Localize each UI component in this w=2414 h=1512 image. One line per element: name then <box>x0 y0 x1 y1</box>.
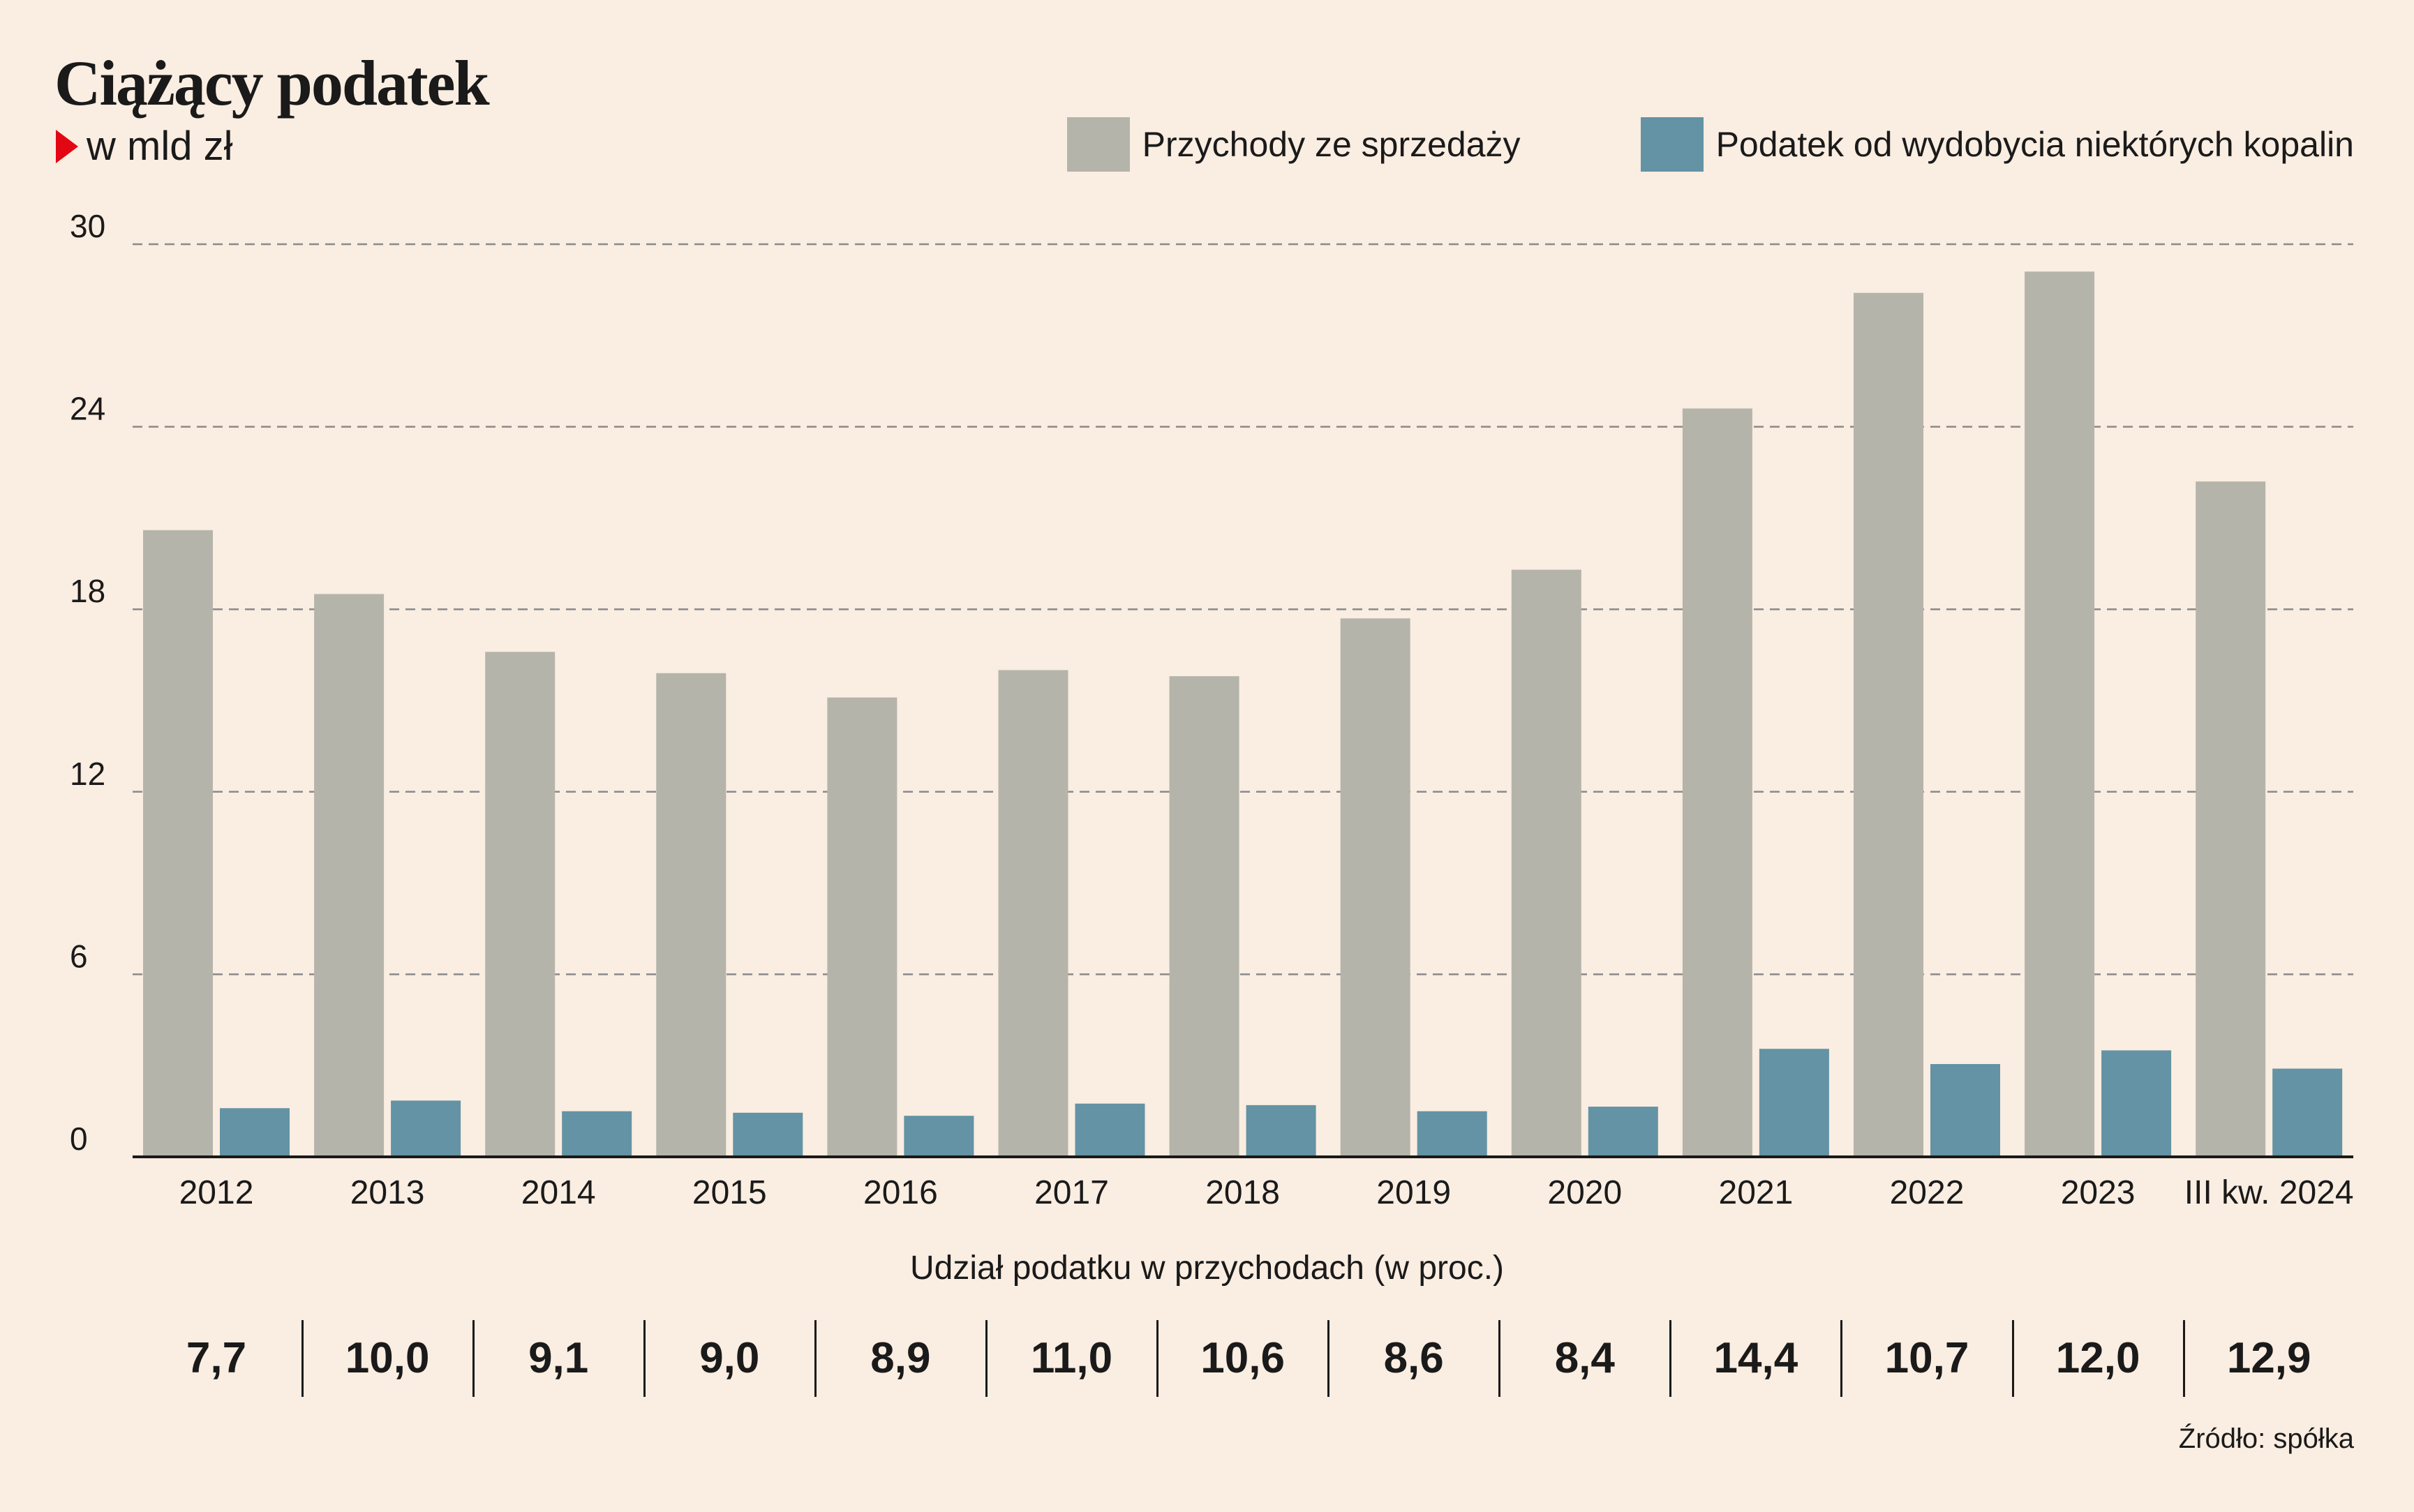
share-value: 7,7 <box>186 1334 247 1382</box>
share-value: 9,1 <box>528 1334 589 1382</box>
share-separator <box>2011 1320 2014 1397</box>
share-value: 8,4 <box>1554 1334 1615 1382</box>
legend-item-revenue: Przychody ze sprzedaży <box>1066 117 1521 172</box>
bar-tax <box>2272 1068 2343 1157</box>
x-tick-label: 2014 <box>521 1174 596 1211</box>
share-separator <box>1669 1320 1672 1397</box>
bar-tax <box>1075 1103 1145 1157</box>
bar-tax <box>904 1116 974 1157</box>
share-separator <box>1327 1320 1330 1397</box>
bar-revenue <box>314 594 385 1157</box>
bar-tax <box>391 1100 461 1157</box>
share-separator <box>643 1320 646 1397</box>
x-tick-label: 2017 <box>1034 1174 1109 1211</box>
legend-item-tax: Podatek od wydobycia niektórych kopalin <box>1640 117 2354 172</box>
bar-revenue <box>998 670 1068 1157</box>
bar-tax <box>1759 1049 1829 1157</box>
bar-tax <box>220 1108 290 1157</box>
bar-revenue <box>1511 569 1581 1157</box>
legend-swatch-tax <box>1640 117 1704 172</box>
share-value: 14,4 <box>1713 1334 1798 1382</box>
subtitle-text: w mld zł <box>87 123 233 169</box>
bar-revenue <box>827 697 897 1157</box>
x-tick-label: III kw. 2024 <box>2184 1174 2354 1211</box>
x-tick-label: 2020 <box>1547 1174 1622 1211</box>
share-separator <box>985 1320 988 1397</box>
share-separator <box>472 1320 475 1397</box>
legend-label-tax: Podatek od wydobycia niektórych kopalin <box>1715 125 2354 164</box>
share-value: 10,6 <box>1200 1334 1285 1382</box>
share-separator <box>1498 1320 1501 1397</box>
y-tick-label: 30 <box>70 208 105 244</box>
share-row: 7,7 10,0 9,1 9,0 8,9 11,0 10,6 8,6 8,4 14,4 10,7 12… <box>0 1320 2414 1397</box>
y-tick-label: 12 <box>70 756 105 792</box>
bar-revenue <box>1682 408 1752 1158</box>
x-tick-label: 2023 <box>2061 1174 2136 1211</box>
bar-revenue <box>2196 481 2266 1157</box>
x-tick-label: 2019 <box>1376 1174 1451 1211</box>
bar-revenue <box>485 652 556 1157</box>
share-separator <box>1840 1320 1843 1397</box>
y-tick-label: 18 <box>70 573 105 609</box>
share-value: 10,0 <box>345 1334 430 1382</box>
x-tick-label: 2018 <box>1205 1174 1280 1211</box>
y-tick-label: 6 <box>70 938 88 974</box>
source-note: Źródło: spółka <box>2178 1423 2354 1454</box>
chart-legend: Przychody ze sprzedaży Podatek od wydoby… <box>1066 117 2354 172</box>
bar-revenue <box>1169 676 1239 1157</box>
bar-tax <box>2101 1050 2172 1157</box>
share-value: 8,6 <box>1383 1334 1444 1382</box>
x-tick-label: 2013 <box>350 1174 425 1211</box>
share-separator <box>2182 1320 2185 1397</box>
bar-tax <box>733 1112 803 1157</box>
triangle-marker-icon <box>56 129 78 163</box>
bar-revenue <box>1854 292 1923 1157</box>
share-value: 11,0 <box>1030 1334 1113 1382</box>
y-tick-label: 24 <box>70 391 105 427</box>
bar-revenue <box>1340 618 1410 1157</box>
share-separator <box>814 1320 817 1397</box>
y-tick-label: 0 <box>70 1121 88 1157</box>
bar-chart: 0 6 12 18 24 30 2012 2013 2014 2015 2016 2017 2018 20… <box>70 208 2354 1211</box>
legend-label-revenue: Przychody ze sprzedaży <box>1142 125 1521 164</box>
share-value: 12,0 <box>2055 1334 2140 1382</box>
share-label: Udział podatku w przychodach (w proc.) <box>909 1250 1505 1287</box>
x-tick-label: 2021 <box>1719 1174 1794 1211</box>
bar-tax <box>1930 1064 2000 1157</box>
share-separator <box>301 1320 304 1397</box>
bar-revenue <box>2025 271 2095 1157</box>
legend-swatch-revenue <box>1066 117 1130 172</box>
bar-tax <box>562 1111 632 1157</box>
bar-tax <box>1417 1111 1487 1157</box>
share-value: 12,9 <box>2226 1334 2311 1382</box>
chart-subtitle: w mld zł <box>56 123 232 170</box>
x-tick-label: 2016 <box>863 1174 938 1211</box>
share-value: 10,7 <box>1884 1334 1969 1382</box>
bar-revenue <box>143 530 213 1157</box>
bar-tax <box>1246 1105 1316 1157</box>
x-tick-label: 2015 <box>692 1174 767 1211</box>
chart-title: Ciążący podatek <box>54 47 490 119</box>
bar-revenue <box>656 673 727 1157</box>
x-tick-label: 2022 <box>1890 1174 1965 1211</box>
bar-tax <box>1588 1107 1658 1157</box>
share-value: 8,9 <box>870 1334 931 1382</box>
share-separator <box>1156 1320 1159 1397</box>
share-value: 9,0 <box>699 1334 760 1382</box>
x-tick-label: 2012 <box>179 1174 254 1211</box>
